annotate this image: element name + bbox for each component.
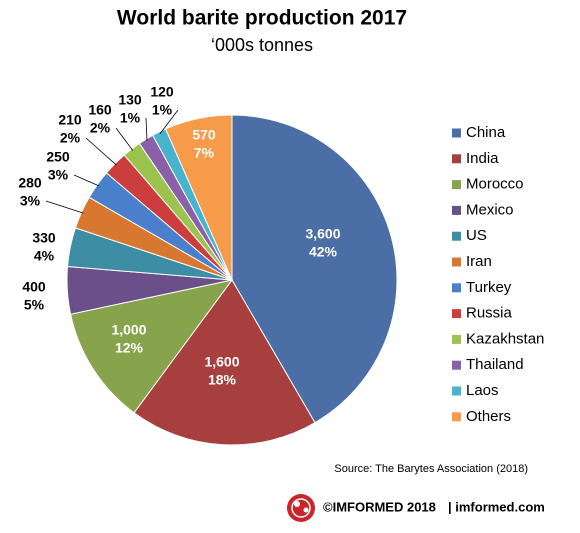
logo bbox=[287, 494, 315, 522]
footer-brand: ©IMFORMED 2018 bbox=[323, 499, 436, 514]
percent-label: 42% bbox=[309, 244, 338, 260]
value-label: 3,600 bbox=[305, 226, 340, 242]
percent-label: 5% bbox=[24, 297, 45, 313]
legend-swatch bbox=[452, 386, 461, 396]
legend-label: Kazakhstan bbox=[466, 330, 544, 347]
legend-swatch bbox=[452, 128, 461, 138]
legend-label: Laos bbox=[466, 382, 499, 399]
leader-line bbox=[45, 200, 84, 214]
leader-line bbox=[73, 174, 100, 187]
legend-swatch bbox=[452, 205, 461, 215]
leader-line bbox=[159, 109, 179, 135]
percent-label: 3% bbox=[48, 167, 69, 183]
footer-site: | imformed.com bbox=[448, 499, 545, 514]
legend-label: Thailand bbox=[466, 356, 524, 373]
leader-line bbox=[145, 117, 148, 141]
pie-slice bbox=[164, 114, 233, 281]
legend-swatch bbox=[452, 283, 461, 293]
percent-label: 1% bbox=[120, 110, 141, 126]
percent-label: 12% bbox=[115, 340, 144, 356]
pie-slice bbox=[69, 279, 234, 414]
value-label: 130 bbox=[118, 92, 142, 108]
percent-label: 2% bbox=[60, 130, 81, 146]
source-note: Source: The Barytes Association (2018) bbox=[334, 463, 528, 475]
legend-label: Others bbox=[466, 408, 511, 425]
pie-slice bbox=[231, 114, 398, 424]
legend-swatch bbox=[452, 180, 461, 190]
percent-label: 1% bbox=[152, 102, 173, 118]
chart-subtitle: ‘000s tonnes bbox=[211, 35, 313, 55]
leader-line bbox=[115, 127, 134, 151]
legend-label: Russia bbox=[466, 305, 513, 322]
legend-label: Mexico bbox=[466, 201, 514, 218]
legend-label: US bbox=[466, 227, 487, 244]
percent-label: 7% bbox=[194, 145, 215, 161]
pie-slice bbox=[133, 279, 316, 446]
leader-line bbox=[85, 137, 117, 166]
percent-label: 4% bbox=[34, 248, 55, 264]
value-label: 250 bbox=[46, 149, 70, 165]
legend-label: Turkey bbox=[466, 279, 512, 296]
chart-title: World barite production 2017 bbox=[117, 7, 407, 30]
value-label: 280 bbox=[18, 175, 42, 191]
legend-label: Iran bbox=[466, 253, 492, 270]
percent-label: 3% bbox=[20, 193, 41, 209]
legend-swatch bbox=[452, 154, 461, 164]
percent-label: 18% bbox=[208, 372, 237, 388]
value-label: 1,000 bbox=[111, 322, 146, 338]
legend-swatch bbox=[452, 231, 461, 241]
legend-swatch bbox=[452, 334, 461, 344]
legend-label: Morocco bbox=[466, 176, 524, 193]
legend-swatch bbox=[452, 360, 461, 370]
value-label: 400 bbox=[22, 279, 46, 295]
legend-swatch bbox=[452, 257, 461, 267]
legend-label: India bbox=[466, 150, 499, 167]
value-label: 1,600 bbox=[204, 354, 239, 370]
value-label: 120 bbox=[150, 84, 174, 100]
value-label: 570 bbox=[192, 127, 216, 143]
value-label: 330 bbox=[32, 230, 56, 246]
value-label: 160 bbox=[88, 102, 112, 118]
legend-swatch bbox=[452, 412, 461, 422]
value-label: 210 bbox=[58, 112, 82, 128]
legend-swatch bbox=[452, 309, 461, 319]
legend-label: China bbox=[466, 124, 506, 141]
percent-label: 2% bbox=[90, 120, 111, 136]
